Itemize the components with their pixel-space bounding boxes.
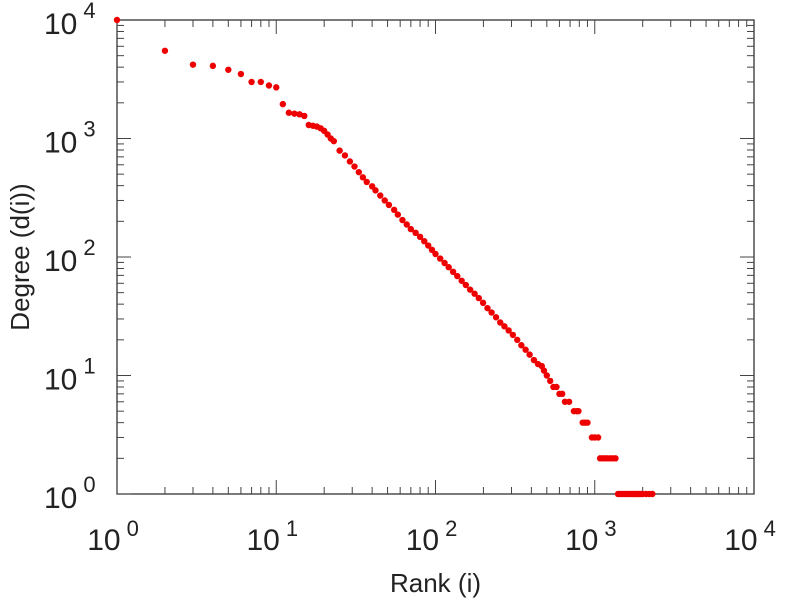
data-point	[403, 221, 410, 228]
y-tick-label: 10 0	[44, 472, 96, 515]
data-point	[421, 237, 428, 245]
data-point	[279, 100, 287, 108]
data-point	[189, 61, 197, 68]
data-point	[479, 299, 487, 307]
y-tick-label: 10 1	[44, 354, 96, 397]
data-point	[341, 152, 349, 159]
data-point	[540, 367, 548, 374]
data-point	[248, 78, 255, 86]
data-point	[291, 110, 298, 117]
data-point	[209, 62, 217, 70]
x-tick-label: 10 4	[724, 516, 776, 557]
data-point	[462, 281, 470, 289]
data-points	[113, 16, 656, 498]
data-point	[428, 246, 436, 254]
data-point	[425, 242, 432, 249]
data-point	[649, 490, 656, 498]
data-point	[399, 216, 406, 224]
x-tick-labels: 10 0 10 1 10 2 10 3 10 4	[87, 516, 776, 557]
data-point	[449, 268, 457, 276]
data-point	[377, 192, 384, 199]
data-point	[530, 356, 538, 364]
data-point	[359, 174, 367, 181]
data-point	[432, 250, 439, 258]
data-point	[514, 336, 521, 344]
data-point	[257, 78, 265, 86]
data-point	[355, 168, 363, 176]
x-axis-label: Rank (i)	[390, 568, 481, 598]
data-point	[372, 187, 379, 194]
data-point	[441, 259, 448, 267]
data-point	[509, 331, 517, 339]
data-point	[225, 66, 232, 73]
data-point	[565, 398, 573, 405]
x-tick-label: 10 1	[246, 516, 298, 557]
data-point	[475, 294, 482, 302]
data-point	[594, 434, 602, 441]
data-point	[330, 137, 338, 145]
data-point	[336, 147, 343, 154]
data-point	[546, 377, 554, 385]
data-point	[301, 112, 308, 120]
x-tick-label: 10 0	[87, 516, 139, 557]
data-point	[351, 163, 358, 170]
data-point	[575, 407, 582, 415]
y-axis-label: Degree (d(i))	[5, 183, 35, 330]
data-point	[484, 304, 491, 312]
data-point	[445, 264, 452, 271]
data-point	[113, 16, 121, 24]
x-tick-label: 10 2	[406, 516, 458, 557]
data-point	[497, 319, 504, 326]
data-point	[346, 158, 354, 165]
data-point	[518, 342, 525, 349]
data-point	[471, 290, 478, 297]
data-point	[492, 314, 500, 321]
data-point	[385, 201, 393, 209]
y-tick-label: 10 3	[44, 117, 96, 160]
data-point	[394, 211, 402, 218]
data-point	[390, 206, 398, 214]
data-point	[416, 233, 424, 241]
data-point	[505, 327, 512, 334]
data-point	[553, 383, 560, 391]
data-point	[454, 272, 461, 280]
data-point	[526, 351, 533, 358]
tick-marks	[116, 20, 754, 495]
data-point	[522, 346, 529, 353]
data-point	[466, 286, 474, 293]
data-point	[488, 309, 495, 316]
data-point	[273, 84, 280, 91]
data-point	[458, 277, 465, 284]
data-point	[161, 47, 169, 54]
data-point	[381, 197, 388, 204]
data-point	[559, 390, 566, 398]
data-point	[407, 225, 415, 233]
data-point	[612, 455, 619, 462]
data-point	[436, 255, 444, 262]
data-point	[412, 229, 419, 237]
y-tick-label: 10 4	[44, 0, 96, 41]
data-point	[543, 372, 551, 379]
data-point	[237, 70, 245, 78]
x-tick-label: 10 3	[565, 516, 617, 557]
data-point	[285, 109, 293, 116]
data-point	[584, 419, 591, 426]
y-tick-label: 10 2	[44, 235, 96, 278]
data-point	[363, 178, 370, 186]
data-point	[265, 82, 273, 89]
data-point	[501, 323, 508, 330]
